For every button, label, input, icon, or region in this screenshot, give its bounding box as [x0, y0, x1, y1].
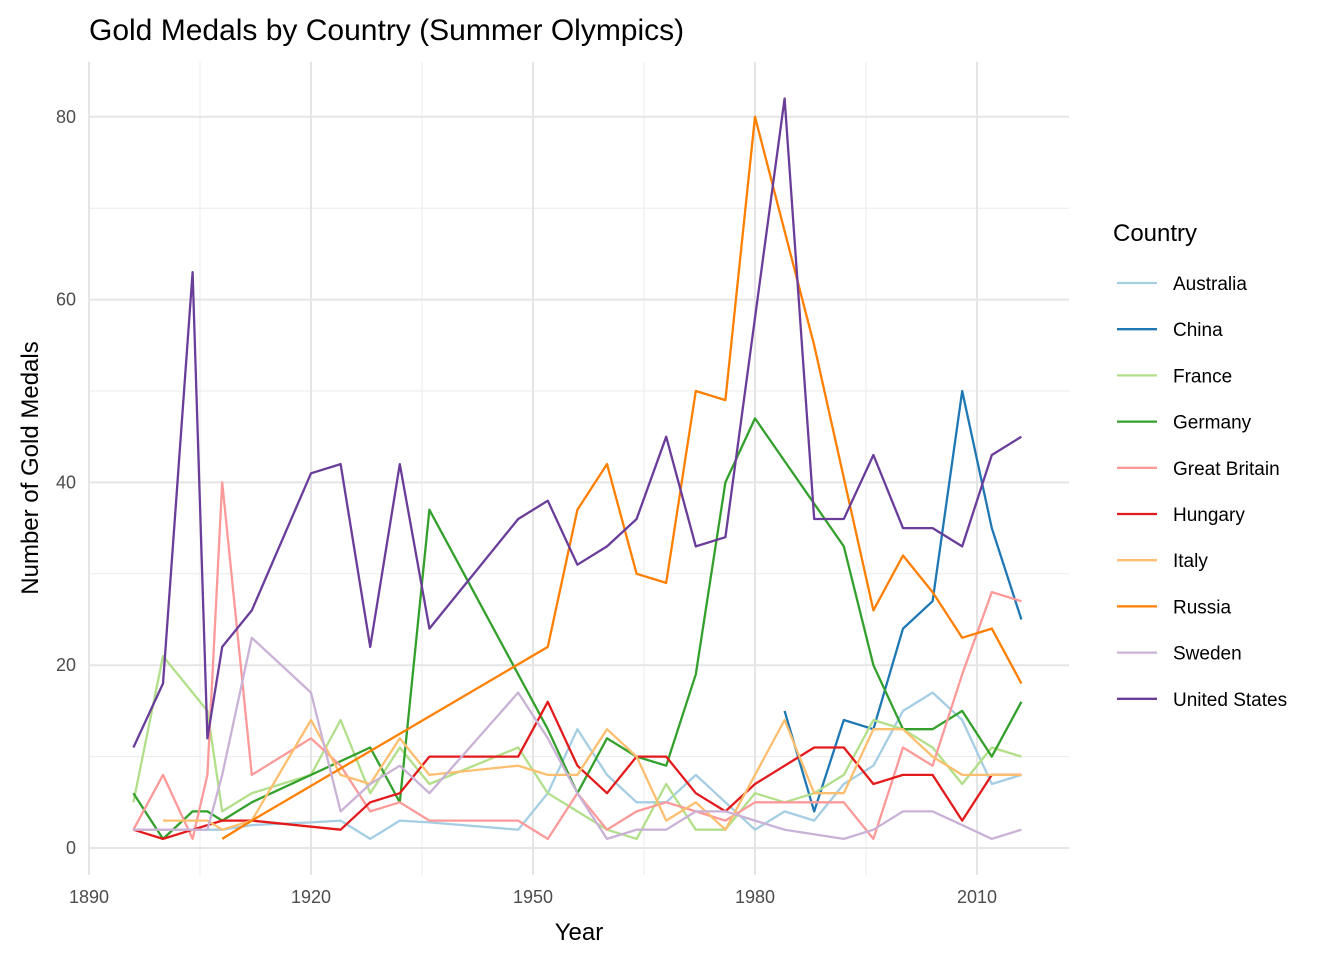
legend-label: Hungary — [1173, 505, 1245, 526]
series-lines — [132, 97, 1023, 841]
legend-item-france: France — [1117, 366, 1232, 387]
legend-item-great-britain: Great Britain — [1117, 459, 1280, 480]
series-line-united-states — [132, 97, 1023, 748]
legend-label: Italy — [1173, 551, 1208, 572]
legend-item-russia: Russia — [1117, 597, 1232, 618]
series-line-russia — [221, 115, 1023, 840]
legend-label: France — [1173, 366, 1232, 387]
x-axis-ticks: 1890 1920 1950 1980 2010 — [69, 887, 997, 907]
legend-item-united-states: United States — [1117, 690, 1287, 711]
grid-lines — [88, 62, 1069, 875]
legend-item-australia: Australia — [1117, 274, 1247, 295]
y-tick-label: 60 — [56, 290, 76, 310]
x-axis-title: Year — [555, 919, 604, 946]
y-axis-title: Number of Gold Medals — [17, 341, 44, 594]
legend-label: Australia — [1173, 274, 1247, 295]
legend-label: China — [1173, 320, 1223, 341]
x-tick-label: 1950 — [513, 887, 553, 907]
x-tick-label: 1920 — [291, 887, 331, 907]
series-line-great-britain — [132, 481, 1022, 841]
y-tick-label: 80 — [56, 107, 76, 127]
legend-label: Russia — [1173, 597, 1232, 618]
x-tick-label: 1980 — [735, 887, 775, 907]
legend-label: Sweden — [1173, 644, 1242, 665]
legend-label: United States — [1173, 690, 1287, 711]
series-line-sweden — [133, 636, 1022, 841]
legend-item-china: China — [1117, 320, 1223, 341]
legend-item-italy: Italy — [1117, 551, 1208, 572]
x-tick-label: 1890 — [69, 887, 109, 907]
legend-label: Germany — [1173, 413, 1252, 434]
legend-item-sweden: Sweden — [1117, 644, 1242, 665]
y-tick-label: 0 — [66, 838, 76, 858]
y-tick-label: 20 — [56, 655, 76, 675]
x-tick-label: 2010 — [957, 887, 997, 907]
series-line-hungary — [133, 700, 1022, 841]
series-line-italy — [163, 718, 1022, 831]
y-axis-ticks: 0 20 40 60 80 — [56, 107, 76, 858]
legend-item-germany: Germany — [1117, 413, 1252, 434]
legend-label: Great Britain — [1173, 459, 1280, 480]
legend-item-hungary: Hungary — [1117, 505, 1245, 526]
legend-title: Country — [1113, 220, 1197, 247]
chart-title: Gold Medals by Country (Summer Olympics) — [89, 14, 684, 47]
legend: Country Australia China France Germany Great… — [1113, 220, 1287, 711]
series-line-germany — [132, 417, 1023, 841]
y-tick-label: 40 — [56, 472, 76, 492]
